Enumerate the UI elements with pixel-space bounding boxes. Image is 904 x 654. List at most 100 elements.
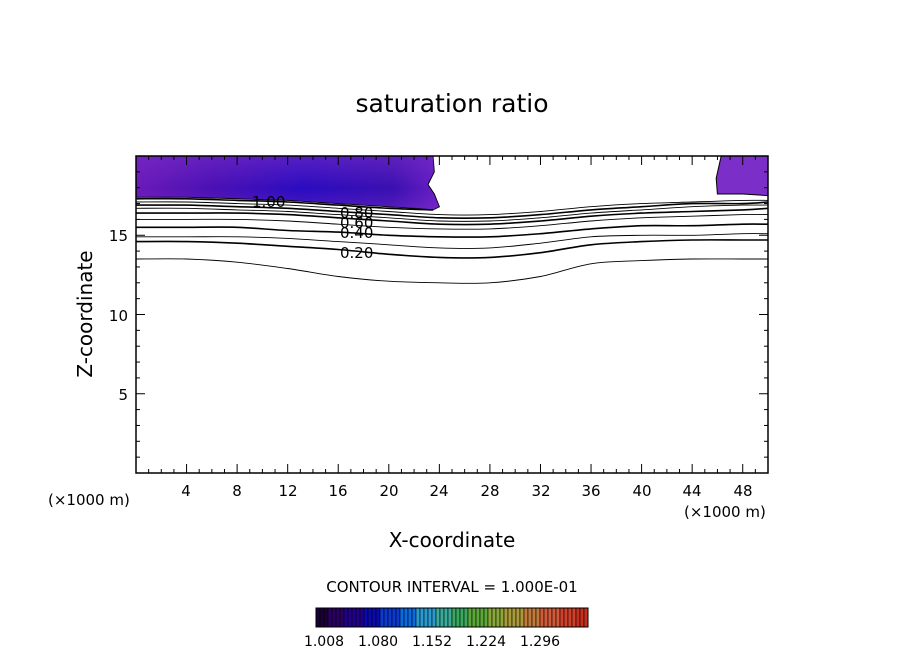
colorbar-swatch [563,607,569,628]
colorbar-swatch [323,607,329,628]
colorbar-swatch [383,607,389,628]
contour-line [136,201,768,219]
contour-label-0-60: 0.60 [340,214,373,232]
contour-line [136,223,768,238]
colorbar-swatch [455,607,461,628]
x-tick-label: 48 [733,482,752,500]
colorbar-swatch [351,607,357,628]
colorbar-swatch [343,607,349,628]
colorbar-tick-label: 1.224 [466,634,506,650]
colorbar-swatch [399,607,405,628]
contour-line [136,207,768,226]
supersaturated-region-shading [136,156,440,210]
colorbar-swatch [407,607,413,628]
colorbar-swatch [559,607,565,628]
colorbar-swatch [371,607,377,628]
contour-label-0-40: 0.40 [340,224,373,242]
colorbar-swatch [391,607,397,628]
colorbar-swatch [475,607,481,628]
colorbar-swatch [331,607,337,628]
contour-line [136,214,768,230]
colorbar-swatch [395,607,401,628]
colorbar-swatch [523,607,529,628]
contour-line [136,199,768,216]
colorbar-swatch [375,607,381,628]
chart-title: saturation ratio [355,89,548,118]
x-tick-label: 44 [682,482,701,500]
x-axis-title: X-coordinate [389,528,516,552]
colorbar [315,607,589,628]
colorbar-swatch [451,607,457,628]
colorbar-swatch [387,607,393,628]
x-unit-right: (×1000 m) [684,503,766,521]
colorbar-swatch [531,607,537,628]
colorbar-swatch [319,607,325,628]
y-axis-title: Z-coordinate [73,250,97,377]
colorbar-tick-labels: 1.008 1.080 1.152 1.224 1.296 [304,634,560,650]
colorbar-swatch [435,607,441,628]
x-tick-label: 16 [328,482,347,500]
colorbar-swatch [431,607,437,628]
x-unit-left: (×1000 m) [48,491,130,509]
colorbar-swatch [583,607,589,628]
colorbar-swatch [339,607,345,628]
colorbar-swatch [539,607,545,628]
y-tick-label: 15 [109,227,128,245]
colorbar-swatch [527,607,533,628]
x-tick-label: 24 [429,482,448,500]
contour-line [136,233,768,249]
contour-labels: 1.00 0.80 0.60 0.40 0.20 [252,193,373,262]
colorbar-tick-label: 1.296 [520,634,560,650]
colorbar-swatch [575,607,581,628]
colorbar-swatch [519,607,525,628]
contour-line [136,197,434,211]
colorbar-tick-label: 1.080 [358,634,398,650]
x-tick-label: 36 [581,482,600,500]
colorbar-swatch [315,607,321,628]
colorbar-swatch [571,607,577,628]
colorbar-swatch [535,607,541,628]
x-tick-label: 4 [181,482,191,500]
colorbar-swatch [567,607,573,628]
colorbar-swatch [335,607,341,628]
x-tick-label: 28 [480,482,499,500]
colorbar-swatch [423,607,429,628]
colorbar-swatch [443,607,449,628]
colorbar-swatch [463,607,469,628]
colorbar-swatch [403,607,409,628]
supersaturated-fill-group [136,156,768,211]
supersaturated-region [715,156,768,197]
x-tick-label: 8 [232,482,242,500]
x-tick-label: 12 [278,482,297,500]
x-tick-label: 32 [531,482,550,500]
colorbar-swatch [355,607,361,628]
colorbar-swatch [503,607,509,628]
colorbar-swatch [487,607,493,628]
contour-label-1-00: 1.00 [252,193,285,211]
colorbar-swatch [419,607,425,628]
colorbar-swatch [427,607,433,628]
colorbar-swatch [439,607,445,628]
colorbar-swatch [499,607,505,628]
colorbar-swatch [515,607,521,628]
colorbar-swatch [491,607,497,628]
y-tick-label: 5 [118,386,128,404]
contour-line [136,204,768,222]
contour-line [136,258,768,284]
colorbar-tick-label: 1.152 [412,634,452,650]
y-tick-labels: 5 10 15 [109,227,128,404]
colorbar-swatch [555,607,561,628]
colorbar-swatch [579,607,585,628]
colorbar-swatch [483,607,489,628]
colorbar-swatch [467,607,473,628]
colorbar-swatch [507,607,513,628]
colorbar-swatch [363,607,369,628]
colorbar-tick-label: 1.008 [304,634,344,650]
x-tick-labels: 4 8 12 16 20 24 28 32 36 40 44 48 [181,482,752,500]
colorbar-swatch [447,607,453,628]
colorbar-swatch [471,607,477,628]
colorbar-swatch [547,607,553,628]
colorbar-swatch [415,607,421,628]
y-tick-label: 10 [109,307,128,325]
axis-ticks [136,156,768,473]
